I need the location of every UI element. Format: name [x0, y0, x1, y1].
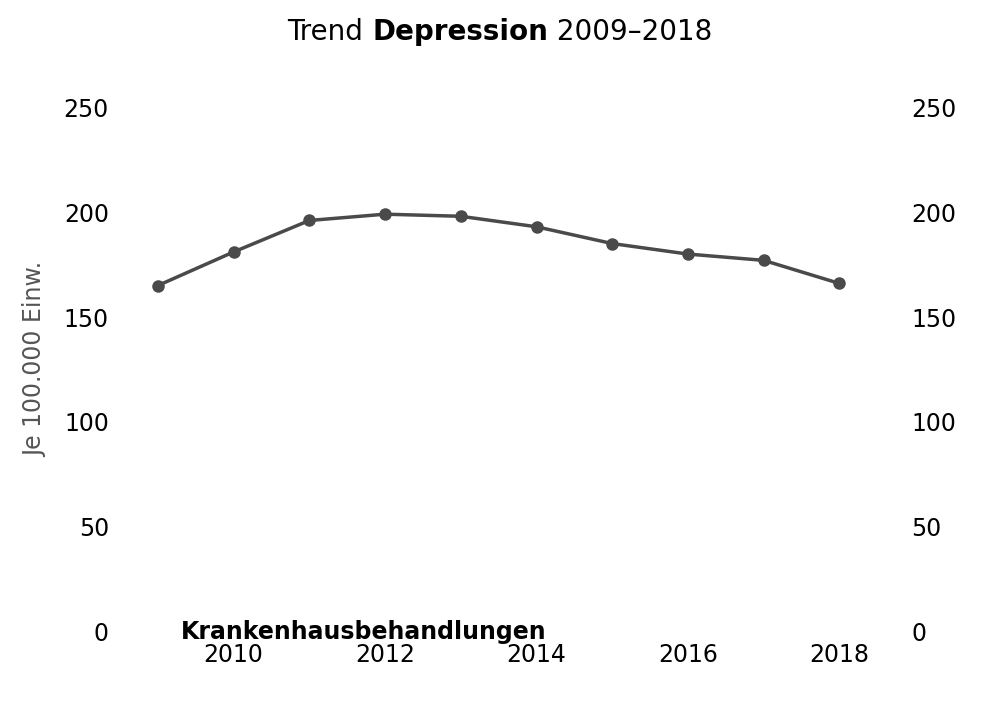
Text: Trend: Trend: [288, 19, 372, 46]
Text: 2009–2018: 2009–2018: [548, 19, 712, 46]
Text: Krankenhausbehandlungen: Krankenhausbehandlungen: [181, 620, 546, 644]
Y-axis label: Je 100.000 Einw.: Je 100.000 Einw.: [23, 261, 47, 457]
Text: Depression: Depression: [372, 19, 548, 46]
